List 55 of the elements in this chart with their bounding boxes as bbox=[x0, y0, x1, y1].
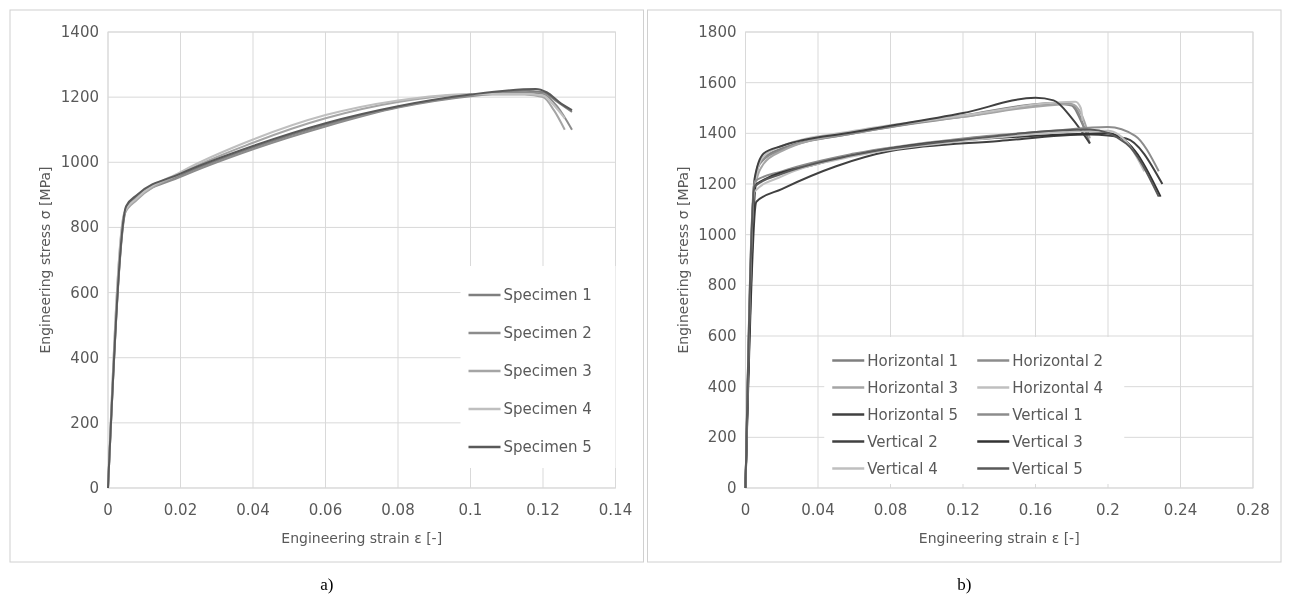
text: b) bbox=[957, 575, 972, 594]
y-tick-label: 1200 bbox=[60, 88, 99, 107]
y-tick-label: 800 bbox=[707, 276, 737, 295]
legend-label: Horizontal 5 bbox=[867, 405, 959, 424]
legend-label: Specimen 5 bbox=[503, 438, 592, 456]
y-tick-label: 200 bbox=[707, 428, 737, 447]
legend-label: Vertical 4 bbox=[867, 459, 938, 478]
x-tick-label: 0.2 bbox=[1096, 501, 1120, 519]
x-tick-label: 0.04 bbox=[236, 501, 270, 519]
y-tick-label: 600 bbox=[70, 283, 99, 302]
y-tick-label: 800 bbox=[70, 218, 99, 237]
legend-label: Specimen 4 bbox=[503, 400, 592, 418]
y-tick-label: 400 bbox=[70, 348, 99, 367]
x-axis-title: Engineering strain ε [-] bbox=[281, 530, 443, 546]
y-tick-label: 1000 bbox=[60, 153, 99, 172]
x-tick-label: 0.08 bbox=[873, 501, 908, 519]
x-tick-label: 0.06 bbox=[308, 501, 343, 519]
x-tick-label: 0.28 bbox=[1236, 501, 1270, 519]
x-tick-label: 0.04 bbox=[801, 501, 835, 519]
x-tick-label: 0.12 bbox=[526, 501, 560, 519]
legend-label: Vertical 1 bbox=[1012, 405, 1083, 424]
x-tick-label: 0.02 bbox=[163, 501, 198, 519]
legend-label: Horizontal 1 bbox=[867, 351, 959, 370]
legend-label: Specimen 2 bbox=[503, 324, 592, 342]
legend-label: Vertical 3 bbox=[1012, 432, 1083, 451]
x-tick-label: 0 bbox=[103, 501, 113, 519]
text: a) bbox=[320, 575, 334, 594]
y-tick-label: 0 bbox=[726, 479, 737, 497]
x-tick-label: 0 bbox=[740, 501, 751, 519]
legend-label: Vertical 2 bbox=[867, 432, 938, 451]
x-tick-label: 0.16 bbox=[1018, 501, 1053, 519]
x-tick-label: 0.08 bbox=[381, 501, 415, 519]
legend-label: Horizontal 2 bbox=[1012, 351, 1104, 370]
y-tick-label: 1600 bbox=[698, 73, 737, 92]
y-tick-label: 0 bbox=[89, 479, 99, 497]
y-axis-title: Engineering stress σ [MPa] bbox=[674, 166, 691, 354]
x-tick-label: 0.1 bbox=[458, 501, 483, 519]
y-tick-label: 200 bbox=[70, 413, 99, 432]
legend-label: Horizontal 4 bbox=[1012, 378, 1104, 397]
legend-label: Vertical 5 bbox=[1012, 459, 1083, 478]
y-tick-label: 600 bbox=[707, 327, 737, 345]
legend-label: Horizontal 3 bbox=[867, 378, 959, 397]
y-tick-label: 1000 bbox=[698, 225, 737, 244]
x-tick-label: 0.14 bbox=[598, 501, 633, 519]
y-tick-label: 1400 bbox=[60, 23, 99, 41]
x-tick-label: 0.24 bbox=[1163, 501, 1198, 519]
x-axis-title: Engineering strain ε [-] bbox=[918, 530, 1080, 546]
legend-label: Specimen 3 bbox=[503, 362, 592, 380]
y-tick-label: 1400 bbox=[698, 124, 737, 143]
legend-label: Specimen 1 bbox=[503, 286, 592, 304]
y-tick-label: 400 bbox=[707, 377, 737, 396]
y-tick-label: 1800 bbox=[698, 23, 737, 41]
y-axis-title: Engineering stress σ [MPa] bbox=[37, 166, 53, 354]
x-tick-label: 0.12 bbox=[946, 501, 980, 519]
y-tick-label: 1200 bbox=[698, 175, 737, 193]
